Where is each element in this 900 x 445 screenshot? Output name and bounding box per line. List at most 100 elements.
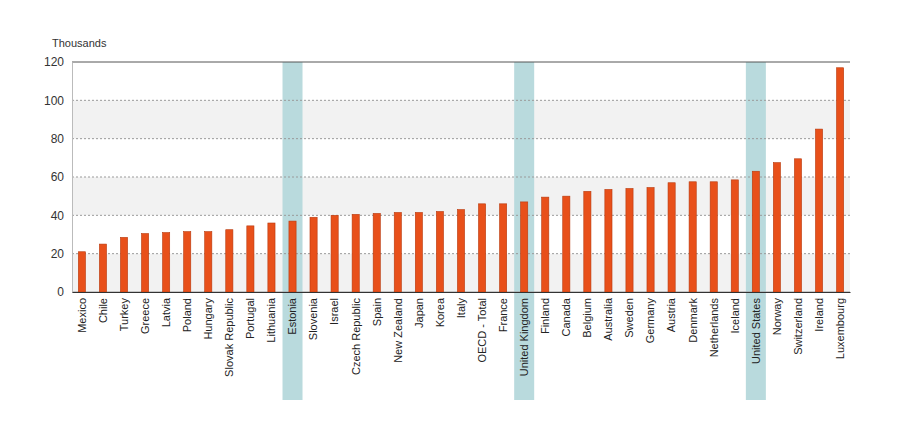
x-tick: Luxembourg xyxy=(834,292,846,359)
x-tick-label: Japan xyxy=(413,298,425,328)
x-tick-label: United States xyxy=(750,298,762,365)
grid-band xyxy=(72,100,850,138)
x-tick-label: Norway xyxy=(771,298,783,336)
y-tick-label: 20 xyxy=(51,247,65,261)
y-axis-title: Thousands xyxy=(52,37,107,49)
x-tick: Slovenia xyxy=(307,292,319,340)
grid-line xyxy=(72,100,850,101)
bar xyxy=(415,212,422,292)
x-tick-label: France xyxy=(497,298,509,332)
bar xyxy=(120,237,127,292)
x-tick-label: Canada xyxy=(560,297,572,336)
bar xyxy=(268,223,275,292)
x-axis: Mexico Chile Turkey Greece Latvia Poland Hunga… xyxy=(73,292,851,377)
bar xyxy=(668,183,675,292)
x-tick-label: Greece xyxy=(139,298,151,334)
x-tick-label: Spain xyxy=(371,298,383,326)
y-axis-line xyxy=(72,63,73,293)
x-tick: Greece xyxy=(139,292,151,334)
x-tick: Germany xyxy=(644,292,656,343)
x-tick: Chile xyxy=(97,292,109,323)
y-tick-label: 100 xyxy=(44,94,64,108)
y-tick-label: 120 xyxy=(44,55,64,69)
bar xyxy=(837,68,844,292)
x-tick: Japan xyxy=(413,292,425,328)
x-tick-label: Hungary xyxy=(202,298,214,340)
x-tick-label: Israel xyxy=(328,298,340,325)
x-tick: Korea xyxy=(434,292,446,327)
x-tick: Turkey xyxy=(118,292,130,331)
x-tick-label: Slovenia xyxy=(307,297,319,340)
x-tick: Portugal xyxy=(244,292,256,339)
y-axis: 0 20 40 60 80 100 120 xyxy=(44,55,73,299)
x-tick-label: Slovak Republic xyxy=(223,298,235,377)
x-tick: Poland xyxy=(181,292,193,332)
x-tick: Spain xyxy=(371,292,383,326)
x-tick-label: Austria xyxy=(665,297,677,332)
y-tick-label: 80 xyxy=(51,132,65,146)
bar xyxy=(331,215,338,292)
bar xyxy=(184,232,191,292)
bar xyxy=(226,230,233,292)
x-tick: Australia xyxy=(602,292,614,341)
x-tick: Finland xyxy=(539,292,551,334)
bar xyxy=(563,196,570,292)
highlight-band xyxy=(514,62,534,400)
x-tick: Mexico xyxy=(76,292,88,333)
x-tick: Italy xyxy=(455,292,467,318)
x-tick-label: Latvia xyxy=(160,297,172,327)
x-tick-label: United Kingdom xyxy=(518,298,530,376)
x-tick-label: Poland xyxy=(181,298,193,332)
x-tick-label: Luxembourg xyxy=(834,298,846,359)
x-tick-label: Germany xyxy=(644,298,656,344)
bar xyxy=(689,182,696,292)
bar xyxy=(773,163,780,292)
x-tick: Israel xyxy=(328,292,340,325)
x-axis-line xyxy=(73,292,851,293)
bars xyxy=(78,68,843,292)
bar xyxy=(794,159,801,292)
y-tick: 0 xyxy=(57,285,72,299)
x-tick-label: Italy xyxy=(455,298,467,319)
bar xyxy=(205,232,212,292)
x-tick: Latvia xyxy=(160,292,172,327)
x-tick: Lithuania xyxy=(265,292,277,343)
x-tick-label: Sweden xyxy=(623,298,635,338)
x-tick: Czech Republic xyxy=(350,292,362,375)
bar xyxy=(457,210,464,292)
x-tick-label: Czech Republic xyxy=(350,298,362,376)
y-tick: 40 xyxy=(51,209,72,223)
y-tick-label: 60 xyxy=(51,170,65,184)
x-tick: Hungary xyxy=(202,292,214,340)
bar xyxy=(99,244,106,292)
bar xyxy=(394,212,401,292)
bar xyxy=(78,252,85,292)
bar xyxy=(247,226,254,292)
x-tick: Slovak Republic xyxy=(223,292,235,377)
y-tick-label: 40 xyxy=(51,209,65,223)
x-tick: New Zealand xyxy=(392,292,404,363)
x-tick-label: Chile xyxy=(97,298,109,323)
bar xyxy=(626,189,633,293)
x-tick: United Kingdom xyxy=(518,292,530,376)
bar xyxy=(815,129,822,292)
bar xyxy=(142,234,149,292)
x-tick-label: Switzerland xyxy=(792,298,804,355)
bar xyxy=(710,182,717,292)
grid-shading xyxy=(72,100,850,292)
bar xyxy=(478,204,485,292)
x-tick-label: Korea xyxy=(434,297,446,327)
y-tick: 20 xyxy=(51,247,72,261)
x-tick-label: Portugal xyxy=(244,298,256,339)
grid-line xyxy=(72,62,850,63)
bar xyxy=(542,197,549,292)
x-tick-label: New Zealand xyxy=(392,298,404,363)
x-tick-label: Estonia xyxy=(286,297,298,335)
y-tick: 120 xyxy=(44,55,72,69)
x-tick: United States xyxy=(750,292,762,364)
x-tick-label: Netherlands xyxy=(708,298,720,358)
bar xyxy=(521,202,528,292)
bar xyxy=(163,233,170,292)
bar xyxy=(289,221,296,292)
x-tick: Ireland xyxy=(813,292,825,332)
